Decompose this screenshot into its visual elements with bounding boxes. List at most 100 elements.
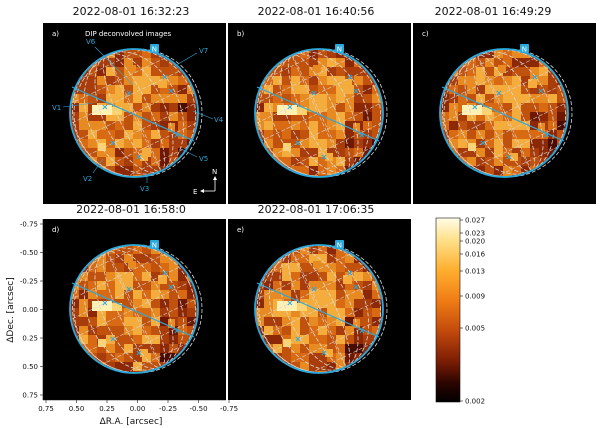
y-tick-label: -0.25 xyxy=(20,278,38,286)
panel-d: N × × × × × × × d) xyxy=(43,219,226,400)
volcano-marker: × xyxy=(168,283,175,292)
panel-b-title: 2022-08-01 16:40:56 xyxy=(258,5,375,18)
equator-line xyxy=(71,282,195,338)
colorbar-tick-label: 0.016 xyxy=(465,251,486,259)
panel-d-title: 2022-08-01 16:58:0 xyxy=(76,203,186,216)
colorbar-tick-label: 0.027 xyxy=(465,217,485,225)
panel-a-note: DIP deconvolved images xyxy=(85,30,172,38)
colorbar-tick-label: 0.005 xyxy=(465,325,485,333)
north-pole-marker: N xyxy=(150,240,159,250)
volcano-marker: × xyxy=(162,269,169,278)
north-pole-label: N xyxy=(152,46,157,54)
north-pole-marker: N xyxy=(335,240,344,250)
colorbar-tick-label: 0.002 xyxy=(465,398,485,406)
volcano-marker: × xyxy=(472,103,479,112)
compass: N E xyxy=(193,168,217,196)
volcano-marker: × xyxy=(126,285,133,294)
colorbar-tick-label: 0.009 xyxy=(465,293,485,301)
x-tick-label: 0.50 xyxy=(69,405,85,413)
volcano-label-v3: V3 xyxy=(140,185,149,193)
volcano-label-v2: V2 xyxy=(83,175,92,183)
colorbar-gradient xyxy=(435,217,461,403)
x-tick-label: -0.75 xyxy=(220,405,238,413)
y-tick-label: -0.50 xyxy=(20,249,38,257)
y-tick-label: -0.75 xyxy=(20,221,38,229)
volcano-marker: × xyxy=(532,73,539,82)
y-axis-label: ΔDec. [arcsec] xyxy=(6,277,16,342)
volcano-marker: × xyxy=(102,299,109,308)
y-tick-label: 0.75 xyxy=(22,392,38,400)
colorbar-tick-label: 0.013 xyxy=(465,268,485,276)
limb-circle xyxy=(439,48,569,178)
volcano-marker: × xyxy=(287,103,294,112)
limb-circle xyxy=(69,244,199,374)
x-axis-label: ΔR.A. [arcsec] xyxy=(100,417,163,427)
volcano-marker: × xyxy=(506,153,513,162)
panel-b-letter: b) xyxy=(237,30,244,38)
y-tick-label: 0.50 xyxy=(22,363,38,371)
volcano-labels: V1 V2 V3 V4 V5 V6 V7 xyxy=(52,38,224,193)
north-pole-label: N xyxy=(337,46,342,54)
volcano-marker: × xyxy=(538,87,545,96)
panel-a: N × × × × × × × a) DIP deconvolved images N E xyxy=(43,23,226,204)
volcano-marker: × xyxy=(110,139,117,148)
equator-line xyxy=(256,282,380,338)
volcano-marker: × xyxy=(174,327,181,336)
x-tick-label: 0.75 xyxy=(38,405,54,413)
y-tick-label: 0.25 xyxy=(22,335,38,343)
equator-line xyxy=(71,86,195,142)
panel-e: N × × × × × × × e) xyxy=(228,219,411,400)
volcano-marker: × xyxy=(102,103,109,112)
volcano-marker: × xyxy=(295,139,302,148)
y-tick-label: 0.00 xyxy=(22,306,38,314)
volcano-marker: × xyxy=(496,89,503,98)
volcano-marker: × xyxy=(287,299,294,308)
volcano-label-v6: V6 xyxy=(86,38,96,46)
north-pole-label: N xyxy=(522,46,527,54)
volcano-marker: × xyxy=(136,153,143,162)
volcano-marker: × xyxy=(311,89,318,98)
colorbar-tick-label: 0.020 xyxy=(465,238,485,246)
volcano-marker: × xyxy=(480,139,487,148)
panel-a-title: 2022-08-01 16:32:23 xyxy=(73,5,190,18)
volcano-marker: × xyxy=(321,349,328,358)
panel-d-letter: d) xyxy=(52,226,59,234)
volcano-marker: × xyxy=(353,283,360,292)
volcano-marker: × xyxy=(295,335,302,344)
equator-line xyxy=(256,86,380,142)
compass-east: E xyxy=(193,188,197,196)
volcano-marker: × xyxy=(311,285,318,294)
volcano-marker: × xyxy=(359,131,366,140)
x-tick-label: 0.00 xyxy=(130,405,146,413)
volcano-label-v5: V5 xyxy=(199,155,208,163)
north-pole-marker: N xyxy=(335,44,344,54)
volcano-marker: × xyxy=(321,153,328,162)
x-tick-label: -0.50 xyxy=(189,405,207,413)
limb-circle xyxy=(254,48,384,178)
volcano-marker: × xyxy=(136,349,143,358)
north-pole-marker: N xyxy=(150,44,159,54)
panel-c-letter: c) xyxy=(422,30,429,38)
equator-line xyxy=(441,86,565,142)
volcano-marker: × xyxy=(347,73,354,82)
panel-e-title: 2022-08-01 17:06:35 xyxy=(258,203,375,216)
panel-a-letter: a) xyxy=(52,30,59,38)
x-tick-label: 0.25 xyxy=(99,405,115,413)
volcano-marker: × xyxy=(168,87,175,96)
volcano-label-v7: V7 xyxy=(199,47,208,55)
volcano-marker: × xyxy=(544,131,551,140)
north-pole-marker: N xyxy=(520,44,529,54)
x-tick-label: -0.25 xyxy=(159,405,177,413)
panel-c-title: 2022-08-01 16:49:29 xyxy=(435,5,552,18)
limb-circle xyxy=(254,244,384,374)
panel-e-letter: e) xyxy=(237,226,244,234)
volcano-marker: × xyxy=(174,131,181,140)
x-axis: 0.75 0.50 0.25 0.00 -0.25 -0.50 -0.75 ΔR.A. [a… xyxy=(38,399,238,427)
volcano-marker: × xyxy=(353,87,360,96)
north-pole-label: N xyxy=(337,242,342,250)
colorbar-tick-label: 0.023 xyxy=(465,230,485,238)
volcano-label-v1: V1 xyxy=(52,104,61,112)
panel-b: N × × × × × × × b) xyxy=(228,23,411,204)
